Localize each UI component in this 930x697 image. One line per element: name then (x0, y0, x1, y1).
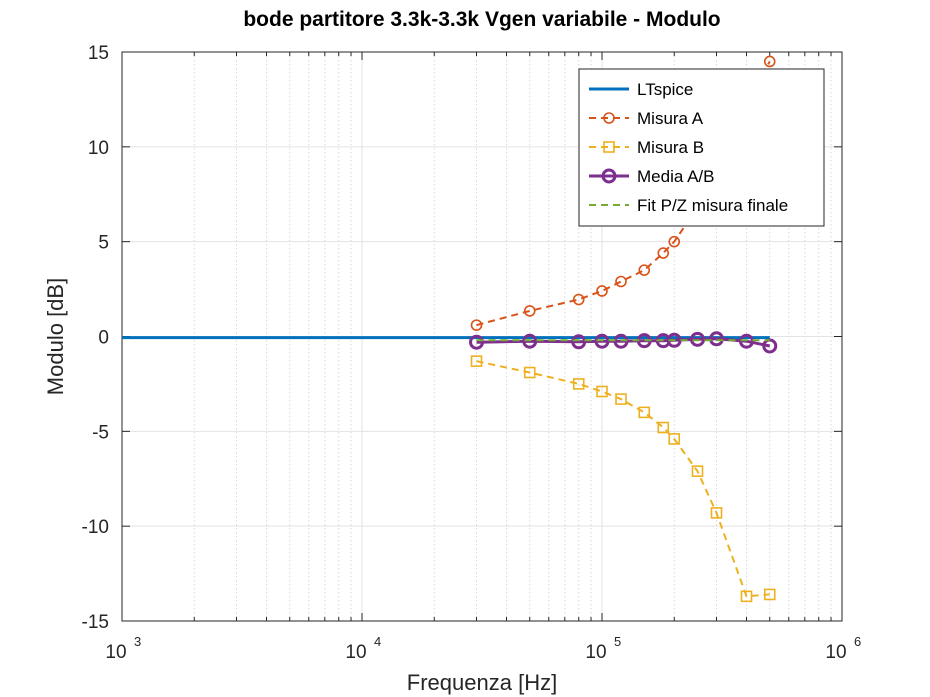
data-point (594, 333, 610, 349)
legend-marker (603, 141, 615, 153)
x-tick-label: 10 (105, 642, 126, 663)
y-tick-label: -15 (82, 612, 109, 633)
data-point (691, 465, 704, 477)
x-tick-label-exponent: 6 (854, 634, 861, 649)
x-tick-label: 10 (345, 642, 366, 663)
data-point (710, 507, 723, 519)
legend-item: LTspice (589, 80, 693, 99)
data-point (615, 275, 627, 288)
x-tick-label: 10 (585, 642, 606, 663)
x-tick-label-exponent: 4 (374, 634, 381, 649)
data-point (469, 334, 485, 350)
y-tick-label: 10 (88, 138, 109, 159)
data-point (668, 433, 681, 445)
legend-label: Misura B (637, 138, 704, 157)
data-point (470, 355, 483, 367)
legend-marker (601, 168, 617, 184)
data-point (638, 264, 651, 276)
legend-item: Media A/B (589, 167, 715, 186)
data-point (738, 333, 754, 349)
series-line (476, 360, 770, 598)
legend-item: Misura A (589, 109, 704, 128)
data-point (763, 588, 776, 601)
data-point (638, 406, 651, 419)
y-tick-label: 5 (98, 233, 109, 254)
legend: LTspice Misura A Misura B Media A/B Fit P/Z … (578, 68, 825, 227)
data-point (523, 305, 536, 317)
legend-label: LTspice (637, 80, 693, 99)
legend-marker (603, 112, 615, 124)
y-tick-label: 15 (88, 43, 109, 64)
data-point (596, 385, 608, 398)
chart-title: bode partitore 3.3k-3.3k Vgen variabile … (243, 8, 720, 31)
series-media-a-b (469, 331, 778, 354)
x-axis-label: Frequenza [Hz] (407, 670, 557, 695)
legend-item: Misura B (589, 138, 704, 157)
data-point (523, 366, 536, 379)
legend-label: Media A/B (637, 167, 715, 186)
data-point (522, 333, 538, 349)
y-tick-label: -10 (82, 517, 109, 538)
data-point (666, 332, 682, 348)
data-point (763, 55, 776, 68)
data-point (470, 319, 483, 331)
y-tick-label: 0 (98, 328, 109, 349)
data-point (657, 421, 670, 434)
x-tick-label-exponent: 5 (614, 634, 621, 649)
data-point (709, 331, 725, 347)
data-point (668, 235, 681, 248)
series-misura-b (470, 355, 776, 603)
y-tick-label: -5 (92, 422, 109, 443)
data-point (596, 285, 608, 297)
ticks: 10 3 10 4 10 5 10 6 -15 -10 -5 0 5 10 15 (82, 43, 862, 663)
x-tick-label-exponent: 3 (134, 634, 141, 649)
legend-label: Misura A (637, 109, 704, 128)
x-tick-label: 10 (825, 642, 846, 663)
data-point (615, 393, 627, 405)
data-point (572, 378, 585, 390)
data-point (572, 293, 585, 306)
legend-label: Fit P/Z misura finale (637, 196, 788, 215)
legend-item: Fit P/Z misura finale (589, 196, 788, 215)
data-point (571, 334, 587, 350)
data-point (740, 590, 753, 603)
data-point (690, 331, 706, 347)
y-axis-label: Modulo [dB] (43, 278, 68, 395)
data-point (657, 247, 670, 259)
